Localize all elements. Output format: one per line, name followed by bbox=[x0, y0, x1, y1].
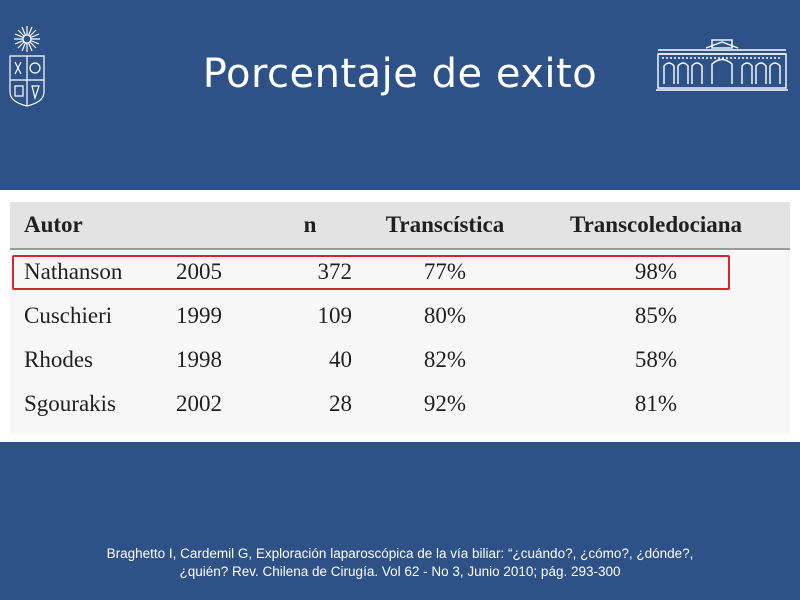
cell-n: 28 bbox=[329, 391, 352, 416]
table-row: Rhodes 1998 40 82% 58% bbox=[10, 340, 790, 384]
cell-year: 2002 bbox=[176, 391, 222, 416]
slide-title: Porcentaje de exito bbox=[202, 51, 598, 97]
cell-transcoledociana: 85% bbox=[634, 303, 678, 328]
citation: Braghetto I, Cardemil G, Exploración lap… bbox=[0, 545, 800, 581]
table-row: Sgourakis 2002 28 92% 81% bbox=[10, 384, 790, 428]
header-autor: Autor bbox=[24, 212, 83, 237]
header-n: n bbox=[303, 212, 317, 237]
cell-transcistica: 80% bbox=[423, 303, 467, 328]
results-table: Autor n Transcística Transcoledociana Na… bbox=[10, 202, 790, 434]
cell-n: 40 bbox=[329, 347, 352, 372]
cell-autor: Nathanson bbox=[24, 259, 123, 284]
citation-line-2: ¿quién? Rev. Chilena de Cirugía. Vol 62 … bbox=[179, 564, 621, 579]
cell-autor: Cuschieri bbox=[24, 303, 113, 328]
cell-transcistica: 92% bbox=[423, 391, 467, 416]
cell-n: 372 bbox=[317, 259, 353, 284]
highlight-box bbox=[12, 255, 730, 290]
cell-transcistica: 82% bbox=[423, 347, 467, 372]
header-transcistica: Transcística bbox=[385, 212, 505, 237]
cell-year: 2005 bbox=[176, 259, 222, 284]
header-year bbox=[176, 205, 256, 245]
table-row: Nathanson 2005 372 77% 98% bbox=[10, 252, 790, 296]
header-transcoledociana: Transcoledociana bbox=[569, 212, 743, 237]
building-facade-icon bbox=[656, 39, 788, 91]
cell-transcistica: 77% bbox=[423, 259, 467, 284]
cell-year: 1998 bbox=[176, 347, 222, 372]
cell-transcoledociana: 81% bbox=[634, 391, 678, 416]
table-header-row: Autor n Transcística Transcoledociana bbox=[10, 202, 790, 250]
cell-transcoledociana: 58% bbox=[634, 347, 678, 372]
cell-autor: Rhodes bbox=[24, 347, 93, 372]
university-crest-icon bbox=[9, 26, 45, 107]
citation-line-1: Braghetto I, Cardemil G, Exploración lap… bbox=[106, 546, 694, 561]
cell-n: 109 bbox=[317, 303, 353, 328]
cell-autor: Sgourakis bbox=[24, 391, 116, 416]
results-table-panel: Autor n Transcística Transcoledociana Na… bbox=[0, 190, 800, 442]
cell-transcoledociana: 98% bbox=[634, 259, 678, 284]
cell-year: 1999 bbox=[176, 303, 222, 328]
table-row: Cuschieri 1999 109 80% 85% bbox=[10, 296, 790, 340]
